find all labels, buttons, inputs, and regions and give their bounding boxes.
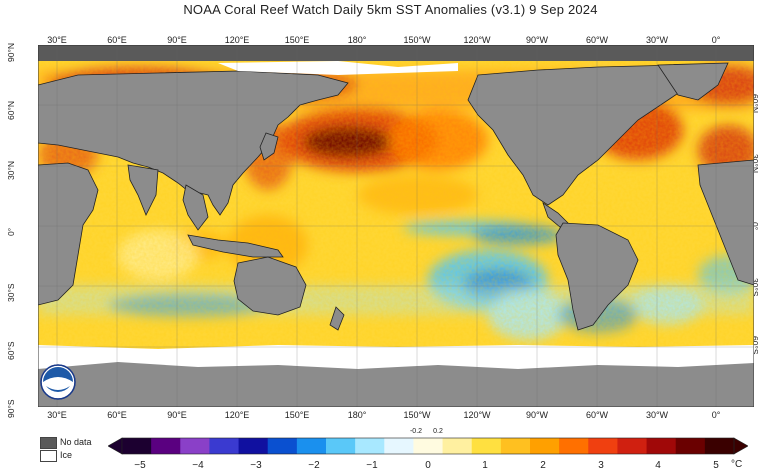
- colorbar-segment: [442, 438, 473, 454]
- lat-label-left: 30°N: [6, 161, 16, 180]
- colorbar-segment: [209, 438, 240, 454]
- lon-label-bottom: 150°E: [284, 410, 310, 420]
- ice-swatch: [40, 450, 57, 462]
- land-indonesia: [187, 234, 284, 258]
- lon-label-bottom: 60°W: [585, 410, 609, 420]
- noaa-logo-icon: [40, 364, 76, 400]
- land-masses: [38, 62, 754, 407]
- colorbar-tick-label: 4: [655, 460, 661, 471]
- colorbar-tick-label: −3: [250, 460, 262, 471]
- lon-label-top: 90°W: [525, 35, 549, 45]
- lat-label-left: 30°S: [6, 283, 16, 302]
- lon-label-bottom: 30°E: [47, 410, 67, 420]
- lon-label-bottom: 120°W: [463, 410, 491, 420]
- colorbar-segment: [617, 438, 648, 454]
- colorbar-tick-label: −1: [366, 460, 378, 471]
- lat-label-left: 60°N: [6, 101, 16, 120]
- lon-label-bottom: 150°W: [403, 410, 431, 420]
- sst-anomaly-map: [38, 45, 754, 407]
- no-data-area: [38, 45, 754, 61]
- colorbar-tick-label: 2: [540, 460, 546, 471]
- colorbar: [108, 437, 748, 455]
- lat-label-left: 60°S: [6, 341, 16, 360]
- colorbar-segment: [326, 438, 356, 454]
- land-africa: [38, 162, 99, 306]
- lat-label-left: 90°N: [6, 43, 16, 62]
- colorbar-segment: [122, 438, 152, 454]
- colorbar-segment: [559, 438, 589, 454]
- lon-label-top: 60°W: [585, 35, 609, 45]
- land-africa-west: [697, 159, 754, 286]
- colorbar-small-tick-label: 0.2: [433, 428, 443, 435]
- colorbar-unit: °C: [731, 459, 743, 470]
- no-data-label: No data: [60, 437, 92, 447]
- lon-label-bottom: 30°W: [645, 410, 669, 420]
- colorbar-segment: [151, 438, 181, 454]
- lon-label-bottom: 90°W: [525, 410, 549, 420]
- no-data-swatch: [40, 437, 57, 449]
- colorbar-segment: [530, 438, 560, 454]
- colorbar-tick-label: 5: [713, 460, 719, 471]
- lon-label-bottom: 60°E: [107, 410, 127, 420]
- lon-label-bottom: 90°E: [167, 410, 187, 420]
- colorbar-segment: [413, 438, 444, 454]
- colorbar-segment: [238, 438, 269, 454]
- lon-label-top: 150°W: [403, 35, 431, 45]
- colorbar-tick-label: −2: [308, 460, 320, 471]
- lon-label-top: 30°W: [645, 35, 669, 45]
- land-japan: [259, 132, 279, 161]
- colorbar-segment: [471, 438, 502, 454]
- colorbar-segment: [267, 438, 298, 454]
- land-india: [127, 164, 159, 216]
- lat-label-left: 90°S: [6, 399, 16, 418]
- colorbar-frame: [121, 437, 735, 455]
- lon-label-top: 30°E: [47, 35, 67, 45]
- colorbar-arrow-left: [108, 437, 123, 455]
- ice-label: Ice: [60, 450, 73, 460]
- colorbar-segment: [384, 438, 414, 454]
- land-eurasia: [38, 70, 349, 216]
- colorbar-segment: [704, 438, 735, 454]
- colorbar-tick-label: −5: [134, 460, 146, 471]
- land-new-zealand: [329, 306, 345, 331]
- colorbar-segment: [500, 438, 531, 454]
- map-title: NOAA Coral Reef Watch Daily 5km SST Anom…: [183, 2, 598, 17]
- sea-ice: [38, 61, 754, 369]
- colorbar-arrow-right: [733, 437, 748, 455]
- colorbar-segment: [296, 438, 327, 454]
- land-greenland: [657, 62, 729, 101]
- colorbar-segment: [646, 438, 677, 454]
- lon-label-top: 0°: [711, 35, 721, 45]
- lon-label-bottom: 0°: [711, 410, 721, 420]
- colorbar-segment: [180, 438, 210, 454]
- lon-label-top: 90°E: [167, 35, 187, 45]
- colorbar-tick-label: 0: [425, 460, 431, 471]
- colorbar-segment: [588, 438, 618, 454]
- lon-label-top: 150°E: [284, 35, 310, 45]
- graticule: [38, 45, 754, 407]
- colorbar-tick-label: −4: [192, 460, 204, 471]
- lon-label-bottom: 180°: [347, 410, 367, 420]
- lon-label-bottom: 120°E: [224, 410, 250, 420]
- lon-label-top: 120°E: [224, 35, 250, 45]
- colorbar-tick-label: 1: [482, 460, 488, 471]
- land-se-asia: [182, 184, 209, 231]
- colorbar-small-tick-label: -0.2: [409, 428, 423, 435]
- lon-label-top: 120°W: [463, 35, 491, 45]
- lat-label-left: 0°: [6, 227, 16, 236]
- colorbar-tick-label: 3: [598, 460, 604, 471]
- colorbar-segment: [355, 438, 385, 454]
- lon-label-top: 180°: [347, 35, 367, 45]
- lon-label-top: 60°E: [107, 35, 127, 45]
- colorbar-segment: [675, 438, 706, 454]
